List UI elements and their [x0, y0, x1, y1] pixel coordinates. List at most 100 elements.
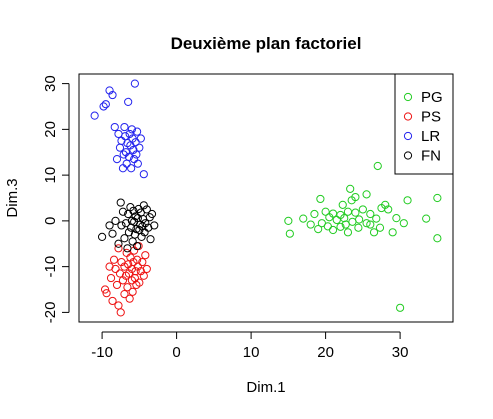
- point-pg: [392, 214, 401, 223]
- point-fn: [147, 209, 157, 219]
- point-pg: [366, 209, 375, 219]
- point-pg: [321, 207, 330, 216]
- point-lr: [129, 145, 138, 155]
- point-pg: [388, 228, 397, 237]
- point-fn: [141, 219, 150, 228]
- point-ps: [118, 276, 128, 285]
- point-pg: [362, 190, 371, 199]
- point-lr: [120, 122, 129, 132]
- point-fn: [108, 229, 117, 238]
- point-lr: [124, 97, 133, 107]
- point-ps: [128, 287, 137, 296]
- point-pg: [299, 214, 308, 223]
- point-lr: [105, 86, 114, 95]
- legend-marker-fn: [403, 151, 413, 160]
- point-lr: [132, 150, 141, 159]
- point-pg: [369, 228, 379, 237]
- y-tick-label: 30: [42, 75, 59, 92]
- x-axis-label: Dim.1: [246, 379, 285, 396]
- point-lr: [112, 155, 122, 164]
- point-fn: [105, 221, 114, 230]
- point-pg: [381, 200, 390, 209]
- point-fn: [117, 221, 126, 230]
- point-pg: [396, 303, 405, 312]
- point-fn: [120, 234, 129, 243]
- point-lr: [133, 127, 142, 136]
- point-fn: [123, 244, 132, 253]
- point-pg: [366, 220, 375, 229]
- point-ps: [100, 285, 110, 294]
- point-lr: [124, 152, 134, 161]
- point-fn: [129, 206, 138, 215]
- point-pg: [403, 196, 412, 205]
- point-lr: [119, 150, 128, 159]
- point-lr: [90, 111, 99, 120]
- point-lr: [110, 122, 119, 132]
- point-pg: [346, 184, 355, 193]
- point-pg: [362, 219, 371, 228]
- legend-marker-lr: [403, 131, 413, 141]
- point-ps: [142, 264, 151, 274]
- point-pg: [422, 214, 431, 223]
- x-axis: -10 0 10 20 30: [91, 331, 409, 361]
- point-ps: [139, 271, 148, 280]
- point-fn: [97, 232, 107, 241]
- legend-label-ps: PS: [421, 109, 441, 126]
- point-pg: [375, 223, 385, 232]
- point-lr: [121, 148, 131, 157]
- point-lr: [133, 159, 142, 168]
- point-ps: [133, 262, 142, 271]
- point-fn: [144, 223, 153, 232]
- y-tick-label: 10: [42, 167, 59, 184]
- point-pg: [351, 192, 360, 202]
- point-ps: [131, 267, 140, 276]
- point-pg: [433, 193, 442, 203]
- point-ps: [111, 264, 120, 274]
- chart-title: Deuxième plan factoriel: [171, 34, 362, 53]
- point-lr: [127, 125, 136, 134]
- point-fn: [111, 216, 120, 225]
- point-ps: [123, 283, 132, 292]
- point-lr: [136, 134, 145, 143]
- point-fn: [124, 228, 134, 237]
- point-pg: [343, 228, 353, 237]
- point-fn: [150, 221, 159, 230]
- point-pg: [358, 205, 367, 214]
- x-tick-label: -10: [91, 344, 113, 361]
- point-ps: [115, 269, 125, 278]
- point-fn: [121, 219, 131, 228]
- point-ps: [138, 257, 147, 267]
- point-ps: [106, 273, 116, 283]
- point-fn: [137, 232, 146, 241]
- point-pg: [399, 219, 408, 228]
- y-tick-label: 0: [42, 217, 59, 225]
- point-fn: [114, 239, 123, 248]
- point-pg: [354, 223, 363, 232]
- point-ps: [109, 255, 119, 264]
- point-pg: [328, 225, 338, 235]
- point-lr: [135, 143, 144, 152]
- point-lr: [108, 90, 117, 100]
- point-pg: [372, 214, 381, 223]
- x-tick-label: 30: [392, 344, 409, 361]
- point-pg: [341, 220, 350, 229]
- point-ps: [135, 278, 144, 287]
- x-tick-label: 10: [243, 344, 260, 361]
- point-pg: [284, 216, 293, 225]
- point-ps: [125, 294, 134, 303]
- point-ps: [114, 244, 123, 253]
- point-fn: [116, 198, 125, 207]
- point-pg: [336, 222, 345, 231]
- x-tick-label: 0: [172, 344, 180, 361]
- point-lr: [139, 170, 148, 179]
- point-ps: [105, 262, 114, 271]
- point-lr: [101, 100, 110, 109]
- point-pg: [306, 220, 315, 229]
- x-tick-label: 20: [317, 344, 334, 361]
- point-ps: [108, 296, 117, 306]
- point-pg: [433, 234, 442, 243]
- point-pg: [285, 229, 294, 238]
- point-fn: [118, 207, 128, 216]
- point-pg: [314, 225, 323, 234]
